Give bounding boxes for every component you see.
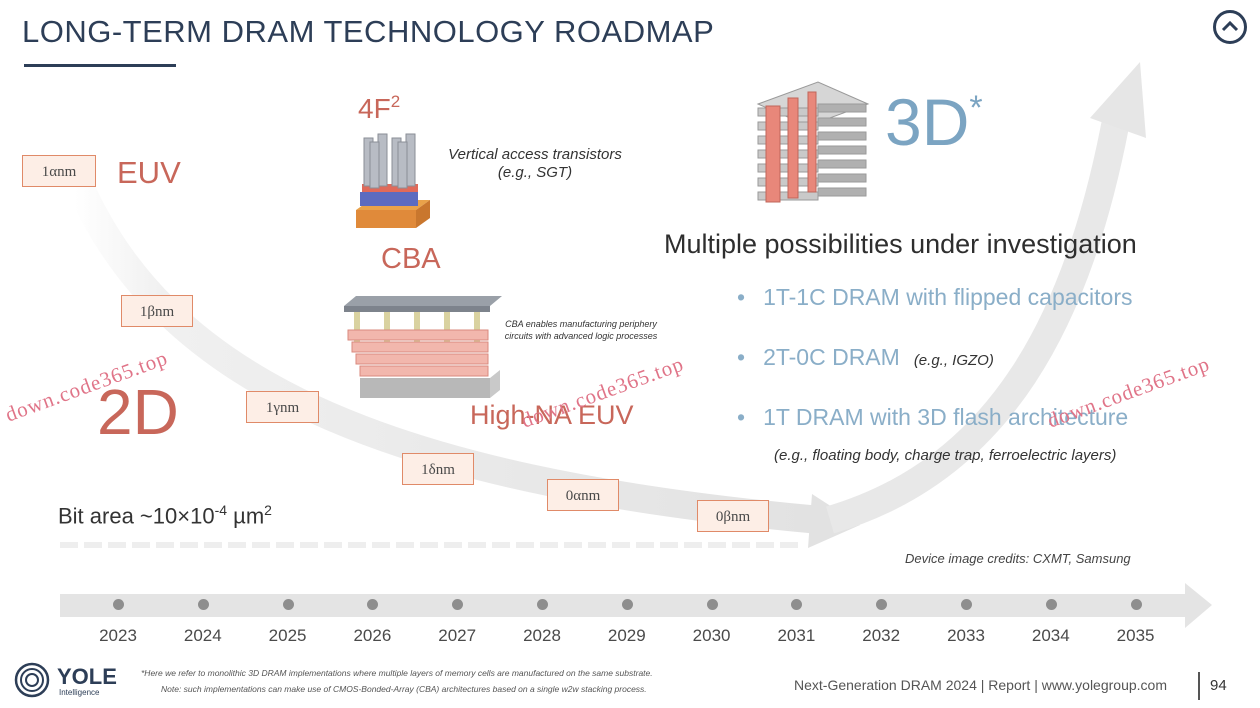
four-f-text: 4F [358,93,391,124]
three-d-text: 3D [885,85,970,159]
bullet-item: • 1T DRAM with 3D flash architecture [737,404,1129,430]
vertical-transistor-image [356,133,430,228]
timeline-dot [961,599,972,610]
timeline-dot [706,599,718,610]
timeline-year: 2027 [438,626,477,645]
timeline-dot [452,599,464,610]
euv-label: EUV [117,155,181,190]
timeline-dot [537,599,548,610]
node-1alpha: 1αnm [22,155,96,187]
timeline-year: 2023 [99,626,137,645]
timeline-year: 2035 [1116,626,1155,645]
bullet-example-note: (e.g., floating body, charge trap, ferro… [774,447,1117,464]
bullet-item: • 1T-1C DRAM with flipped capacitors [737,284,1133,310]
three-d-sup: * [969,89,983,127]
timeline-dot [621,599,633,610]
chevron-up-icon[interactable] [1213,10,1247,44]
brand-name: YOLE [57,664,117,689]
timeline-year: 2029 [607,626,646,645]
timeline-dot [367,599,379,610]
high-na-euv-label: High-NA EUV [470,400,634,430]
bullet-example: (e.g., IGZO) [913,352,994,369]
bit-area-label: Bit area ~10×10-4 µm2 [58,502,272,529]
timeline-dot [876,599,888,610]
yole-logo-icon [14,662,50,698]
node-1beta: 1βnm [121,295,193,327]
title-underline [24,64,176,67]
three-d-heading: Multiple possibilities under investigati… [664,229,1137,259]
timeline-dot [791,599,803,610]
timeline-dot [1045,599,1057,610]
bit-area-unit: µm [227,503,265,529]
bullet-item: • 2T-0C DRAM (e.g., IGZO) [737,344,994,370]
cba-label: CBA [381,243,441,275]
timeline-year: 2024 [183,626,222,645]
timeline-year: 2031 [777,626,816,645]
timeline-year: 2025 [268,626,307,645]
node-0beta: 0βnm [697,500,769,532]
bit-area-text: Bit area ~10×10 [58,503,215,529]
page-title: LONG-TERM DRAM TECHNOLOGY ROADMAP [22,14,715,49]
bit-area-exp: -4 [214,502,228,518]
node-1gamma: 1γnm [246,391,319,423]
page-separator [1198,672,1200,700]
timeline-year: 2028 [523,626,561,645]
timeline-year: 2034 [1031,626,1070,645]
footnote: Note: such implementations can make use … [161,684,647,694]
timeline-dot [1130,599,1142,610]
brand-sub: Intelligence [59,688,100,697]
node-0alpha: 0αnm [547,479,619,511]
timeline-year: 2026 [353,626,392,645]
four-f-sup: 2 [390,92,401,111]
report-info: Next-Generation DRAM 2024 | Report | www… [794,677,1167,693]
cba-device-image [344,296,502,398]
vertical-access-note: Vertical access transistors (e.g., SGT) [448,146,622,181]
page-number: 94 [1210,677,1227,694]
bullet-text: 1T DRAM with 3D flash architecture [763,404,1129,430]
bullet-text: 1T-1C DRAM with flipped capacitors [763,284,1133,310]
three-d-label: 3D* [885,84,983,160]
bullet-text: 2T-0C DRAM [763,344,900,370]
three-d-stack-image [756,81,870,203]
four-f-label: 4F2 [358,92,400,125]
image-credits: Device image credits: CXMT, Samsung [905,551,1131,566]
timeline-dot [282,599,294,610]
two-d-label: 2D [97,376,179,448]
timeline-dot [113,599,124,610]
timeline-dot [197,599,209,610]
timeline-year: 2030 [692,626,731,645]
bit-area-unit-exp: 2 [264,502,272,518]
timeline-year: 2033 [947,626,985,645]
node-1delta: 1δnm [402,453,474,485]
cba-note: CBA enables manufacturing periphery circ… [504,319,658,341]
footnote: *Here we refer to monolithic 3D DRAM imp… [141,668,653,678]
timeline-year: 2032 [862,626,901,645]
